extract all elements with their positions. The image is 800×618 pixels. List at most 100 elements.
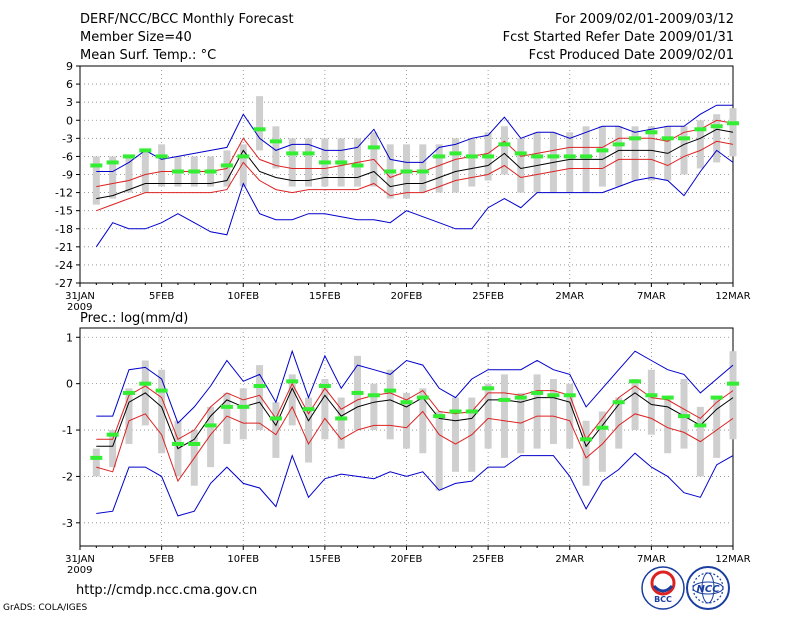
ensemble-box (517, 138, 525, 193)
y-tick-label: -2 (62, 470, 73, 483)
x-tick-label: 15FEB (309, 554, 341, 565)
ensemble-box (288, 374, 296, 426)
source-url[interactable]: http://cmdp.ncc.cma.gov.cn (76, 583, 258, 598)
x-tick-label: 31JAN (65, 554, 95, 565)
ensemble-box (125, 156, 133, 193)
obs-marker (710, 395, 723, 400)
x-tick-label: 10FEB (227, 291, 259, 302)
y-tick-label: 0 (66, 114, 73, 127)
spread-low-line (96, 405, 734, 483)
x-tick-label: 20FEB (391, 291, 423, 302)
y-tick-label: -15 (55, 205, 73, 218)
obs-marker (367, 145, 380, 150)
member-size-label: Member Size=40 (80, 30, 192, 45)
obs-marker (139, 381, 152, 386)
obs-marker (678, 414, 691, 419)
obs-marker (237, 404, 250, 409)
ensemble-box (321, 379, 329, 440)
obs-marker (286, 379, 299, 384)
obs-marker (465, 154, 478, 159)
obs-marker (612, 400, 625, 405)
obs-marker (612, 142, 625, 147)
x-year-label: 2009 (67, 302, 92, 313)
x-tick-label: 2MAR (555, 291, 584, 302)
ensemble-box (729, 351, 737, 440)
ensemble-box (451, 397, 459, 472)
ensemble-box (598, 411, 606, 472)
ensemble-box (631, 379, 639, 431)
ensemble-box (615, 397, 623, 449)
obs-marker (727, 121, 739, 126)
obs-marker (318, 160, 331, 165)
y-tick-label: 0 (66, 378, 73, 391)
ensemble-box (207, 406, 215, 468)
ensemble-box (109, 156, 117, 199)
ensemble-box (419, 144, 427, 193)
x-tick-label: 5FEB (149, 291, 174, 302)
x-tick-label: 12MAR (715, 554, 750, 565)
ncc-logo: NCC (686, 566, 730, 610)
obs-marker (106, 432, 119, 437)
mean-line (96, 128, 734, 200)
obs-marker (645, 393, 658, 398)
y-tick-label: -6 (62, 150, 73, 163)
ensemble-box (615, 126, 623, 187)
x-tick-label: 7MAR (637, 554, 666, 565)
x-tick-label: 20FEB (391, 554, 423, 565)
y-tick-label: -24 (55, 259, 73, 272)
ensemble-box (272, 126, 280, 169)
ensemble-box (566, 383, 574, 449)
obs-marker (90, 163, 103, 168)
grads-credit: GrADS: COLA/IGES (3, 603, 88, 613)
y-tick-label: -12 (55, 187, 73, 200)
x-tick-label: 31JAN (65, 291, 95, 302)
obs-marker (302, 407, 315, 412)
ensemble-box (141, 150, 149, 193)
obs-marker (482, 386, 495, 391)
ensemble-box (631, 126, 639, 181)
obs-marker (629, 379, 642, 384)
ensemble-box (500, 126, 508, 175)
obs-marker (318, 383, 331, 388)
ensemble-box (647, 126, 655, 181)
ensemble-box (92, 448, 100, 477)
ensemble-box (92, 156, 100, 205)
ensemble-box (680, 126, 688, 175)
obs-marker (171, 169, 184, 174)
bcc-logo-text: BCC (654, 595, 672, 604)
obs-marker (629, 136, 642, 141)
obs-marker (531, 390, 544, 395)
x-tick-label: 2MAR (555, 554, 584, 565)
ensemble-box (598, 126, 606, 187)
ensemble-box (680, 379, 688, 449)
y-tick-label: 3 (66, 96, 73, 109)
obs-marker (645, 130, 658, 135)
obs-marker (433, 154, 446, 159)
precip-chart-title: Prec.: log(mm/d) (80, 311, 189, 326)
ensemble-box (696, 120, 704, 169)
obs-marker (710, 124, 723, 129)
obs-marker (694, 127, 707, 132)
obs-marker (384, 169, 397, 174)
env-min-line (96, 452, 734, 517)
obs-marker (596, 425, 609, 430)
x-tick-label: 7MAR (637, 291, 666, 302)
ensemble-box (484, 383, 492, 449)
ensemble-box (566, 132, 574, 193)
ensemble-box (713, 114, 721, 163)
obs-marker (106, 160, 119, 165)
obs-marker (286, 151, 299, 156)
obs-marker (580, 154, 593, 159)
obs-marker (302, 151, 315, 156)
y-tick-label: -3 (62, 517, 73, 530)
ensemble-box (158, 369, 166, 454)
x-tick-label: 5FEB (149, 554, 174, 565)
y-tick-label: -18 (55, 223, 73, 236)
x-tick-label: 25FEB (472, 554, 504, 565)
forecast-start-label: Fcst Started Refer Date 2009/01/31 (502, 30, 734, 45)
obs-marker (171, 441, 184, 446)
ensemble-box (435, 411, 443, 491)
ensemble-box (158, 144, 166, 187)
obs-marker (678, 136, 691, 141)
